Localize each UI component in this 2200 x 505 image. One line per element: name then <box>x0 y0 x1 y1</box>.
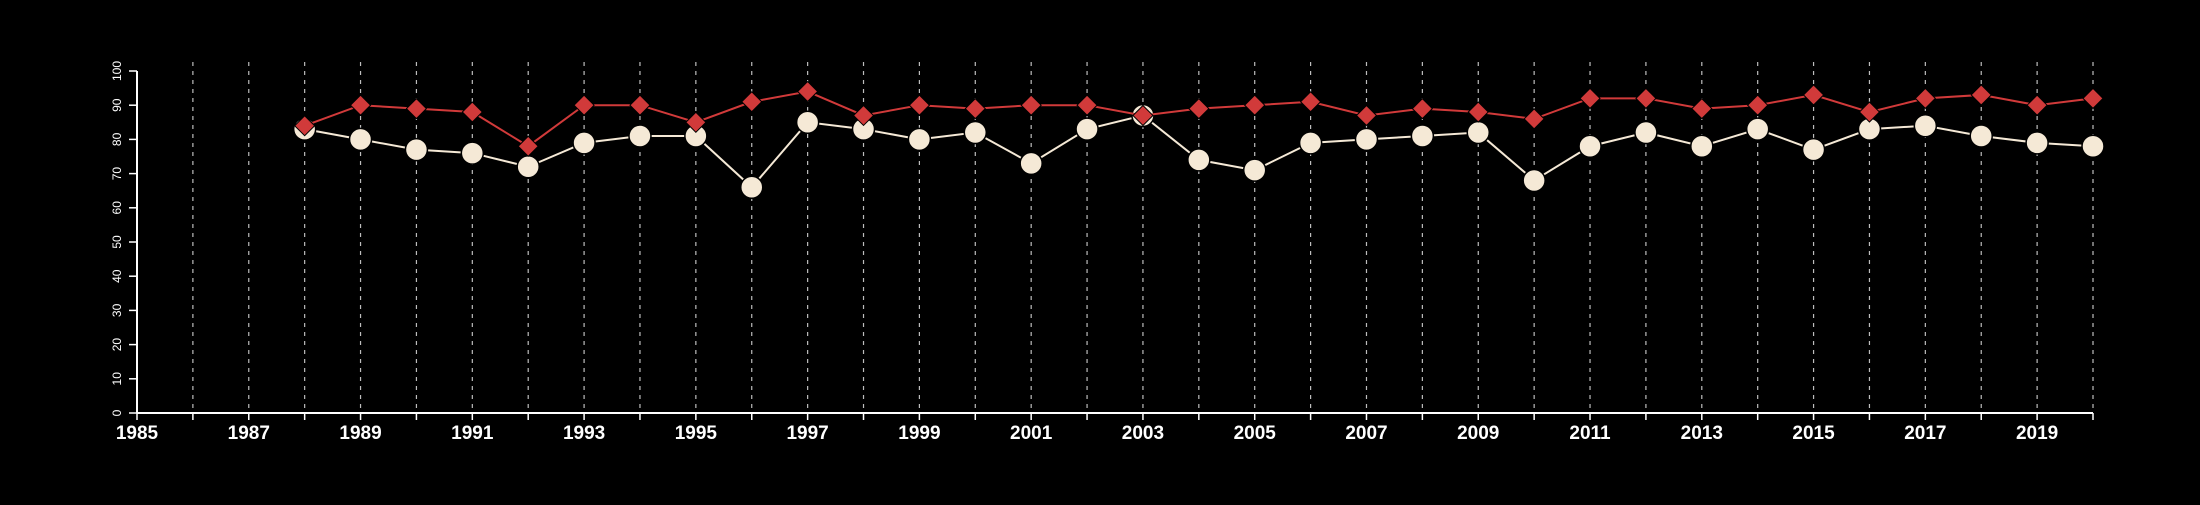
data-point-circle <box>460 141 485 165</box>
data-point-circle <box>2025 131 2049 155</box>
data-point-circle <box>1187 148 1211 172</box>
data-point-diamond <box>852 104 875 127</box>
data-point-diamond <box>1523 108 1545 130</box>
x-tick-label: 2011 <box>1569 423 1611 444</box>
data-point-circle <box>1913 113 1938 138</box>
data-point-diamond <box>517 135 539 157</box>
x-tick-label: 1995 <box>675 423 718 444</box>
data-point-circle <box>1019 151 1043 176</box>
data-point-diamond <box>293 115 316 137</box>
x-tick-label: 2007 <box>1345 423 1387 444</box>
data-point-diamond <box>1188 97 1210 120</box>
x-tick-label: 1993 <box>563 423 605 444</box>
axes-layer: 1985 1987 1989 1991 1993 1995 1997 1999 2001 2003… <box>110 61 2094 444</box>
data-point-circle <box>795 110 820 135</box>
x-tick-label: 1989 <box>339 423 381 444</box>
y-tick-label: 20 <box>110 338 124 352</box>
x-tick-label: 2009 <box>1457 423 1499 444</box>
data-point-diamond <box>908 94 931 116</box>
data-point-diamond <box>1020 94 1042 116</box>
data-point-diamond <box>1467 101 1489 123</box>
data-point-diamond <box>1802 84 1825 106</box>
data-point-circle <box>1969 124 1993 148</box>
series-circle <box>292 103 2105 200</box>
x-tick-label: 2015 <box>1792 423 1835 444</box>
y-tick-label: 70 <box>110 167 124 181</box>
data-point-circle <box>1410 124 1435 148</box>
data-point-circle <box>1578 134 1602 158</box>
x-tick-label: 2003 <box>1122 423 1164 444</box>
data-point-diamond <box>1579 87 1601 110</box>
data-point-diamond <box>796 80 819 103</box>
data-point-diamond <box>573 94 595 116</box>
data-point-diamond <box>1970 84 1992 106</box>
data-point-diamond <box>1076 94 1098 116</box>
data-point-diamond <box>405 97 428 120</box>
x-tick-label: 2013 <box>1681 423 1723 444</box>
data-point-diamond <box>1132 104 1154 127</box>
data-point-diamond <box>1411 97 1434 120</box>
data-point-circle <box>1298 131 1323 155</box>
data-point-circle <box>1354 127 1379 152</box>
y-tick-label: 100 <box>110 61 124 81</box>
data-point-diamond <box>1355 104 1378 127</box>
data-point-diamond <box>685 111 707 134</box>
data-point-circle <box>1690 134 1714 158</box>
x-tick-label: 1997 <box>786 423 828 444</box>
series-diamond <box>293 80 2104 157</box>
data-point-diamond <box>349 94 372 116</box>
x-tick-label: 2019 <box>2016 423 2058 444</box>
data-point-circle <box>1801 137 1826 162</box>
data-point-diamond <box>1635 87 1657 110</box>
data-point-diamond <box>1299 91 1322 113</box>
x-tick-label: 1991 <box>451 423 494 444</box>
data-point-circle <box>963 120 988 145</box>
y-tick-label: 30 <box>110 303 124 317</box>
data-point-circle <box>1466 120 1491 145</box>
data-point-diamond <box>1858 101 1881 123</box>
data-point-circle <box>2081 134 2105 158</box>
data-point-circle <box>1522 168 1546 193</box>
x-tick-label: 1987 <box>228 423 270 444</box>
data-point-diamond <box>964 97 986 120</box>
data-point-diamond <box>1914 87 1937 110</box>
y-tick-label: 40 <box>110 269 124 283</box>
data-point-diamond <box>461 101 484 123</box>
data-point-circle <box>1634 120 1658 145</box>
x-tick-label: 2001 <box>1010 423 1053 444</box>
data-point-diamond <box>741 91 763 113</box>
series-layer <box>292 80 2105 200</box>
data-point-circle <box>1745 117 1770 141</box>
data-point-circle <box>516 155 540 179</box>
data-point-circle <box>628 124 652 148</box>
y-tick-label: 90 <box>110 98 124 112</box>
data-point-circle <box>739 175 764 200</box>
data-point-circle <box>404 137 429 162</box>
y-tick-label: 0 <box>110 409 124 416</box>
data-point-circle <box>1075 117 1099 141</box>
data-point-diamond <box>1691 97 1713 120</box>
y-tick-label: 80 <box>110 132 124 146</box>
x-tick-label: 1985 <box>116 423 159 444</box>
data-point-diamond <box>1746 94 1769 116</box>
data-point-circle <box>572 131 596 155</box>
y-tick-label: 50 <box>110 235 124 249</box>
x-tick-label: 2005 <box>1234 423 1277 444</box>
data-point-diamond <box>2026 94 2048 116</box>
data-point-circle <box>1242 158 1267 182</box>
x-tick-label: 2017 <box>1904 423 1946 444</box>
data-point-diamond <box>629 94 651 116</box>
y-tick-label: 10 <box>110 372 124 386</box>
data-point-diamond <box>1244 94 1266 116</box>
x-tick-label: 1999 <box>898 423 940 444</box>
data-point-circle <box>907 127 932 152</box>
data-point-circle <box>348 127 373 152</box>
data-point-diamond <box>2082 87 2104 110</box>
y-tick-label: 60 <box>110 201 124 215</box>
